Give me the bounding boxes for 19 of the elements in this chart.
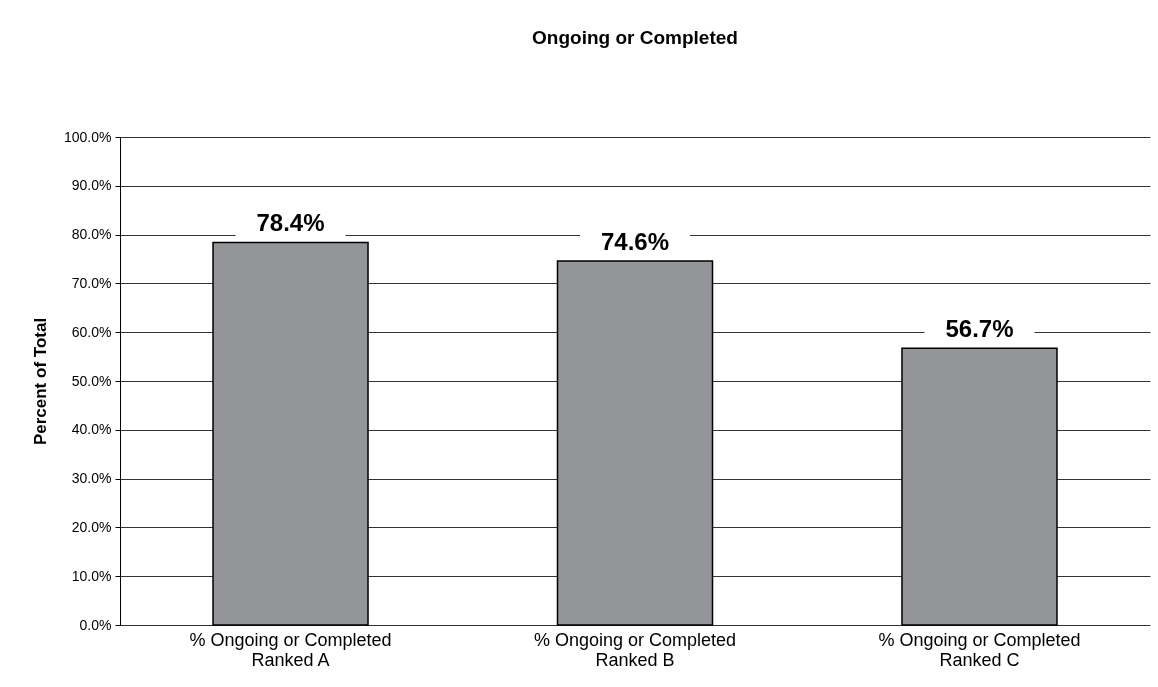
y-tick-label: 10.0% [71, 567, 112, 584]
y-tick-label: 60.0% [71, 323, 112, 340]
y-tick-label: 70.0% [71, 274, 112, 291]
y-tick-label: 90.0% [71, 177, 112, 194]
data-label: 74.6% [600, 227, 670, 255]
y-tick-label: 20.0% [71, 518, 112, 535]
chart-title: Ongoing or Completed [532, 27, 738, 48]
data-label: 78.4% [256, 209, 325, 237]
y-tick-label: 100.0% [64, 128, 112, 145]
y-axis-title: Percent of Total [31, 317, 51, 446]
y-tick-label: 40.0% [71, 421, 112, 438]
y-tick-label: 0.0% [79, 616, 112, 633]
x-tick-label: % Ongoing or Completed Ranked C [878, 629, 1081, 670]
data-label: 56.7% [945, 315, 1014, 343]
y-tick-label: 30.0% [71, 470, 112, 487]
x-tick-label: % Ongoing or Completed Ranked B [533, 629, 737, 670]
x-tick-label: % Ongoing or Completed Ranked A [189, 629, 392, 670]
y-tick-label: 80.0% [71, 226, 112, 243]
y-tick-label: 50.0% [71, 372, 112, 389]
